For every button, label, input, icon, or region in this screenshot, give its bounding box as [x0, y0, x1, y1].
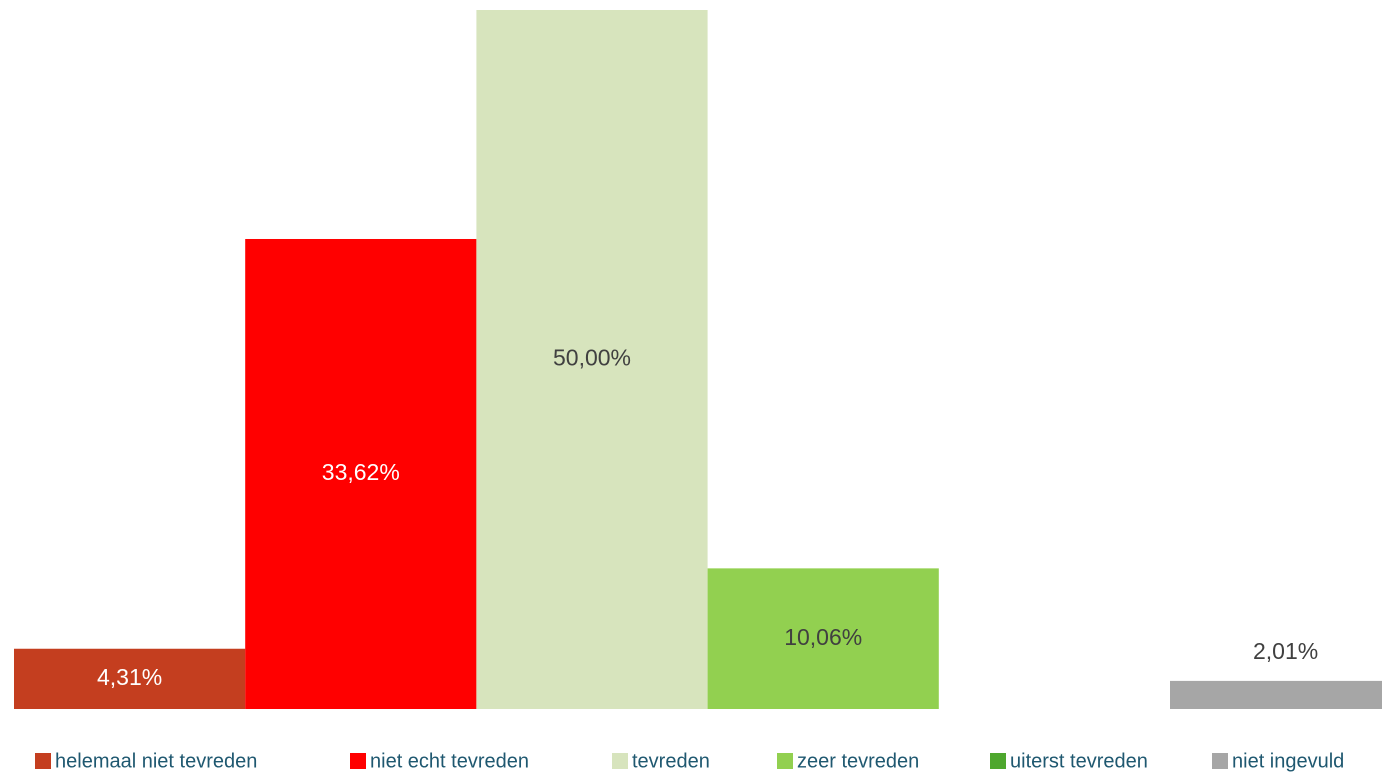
bar: [1170, 680, 1382, 709]
legend-swatch: [1212, 753, 1228, 769]
value-label: 50,00%: [553, 345, 631, 371]
legend-label: tevreden: [632, 750, 710, 772]
bar: [476, 10, 708, 709]
bar: [707, 568, 939, 709]
legend-label: niet ingevuld: [1232, 750, 1344, 772]
legend-label: niet echt tevreden: [370, 750, 529, 772]
legend-swatch: [612, 753, 628, 769]
legend-label: helemaal niet tevreden: [55, 750, 257, 772]
legend-swatch: [777, 753, 793, 769]
legend-label: zeer tevreden: [797, 750, 919, 772]
value-label: 4,31%: [97, 664, 162, 690]
bar: [245, 238, 477, 709]
bar: [14, 648, 246, 709]
legend-swatch: [35, 753, 51, 769]
legend-label: uiterst tevreden: [1010, 750, 1148, 772]
value-label: 2,01%: [1253, 638, 1318, 664]
value-label: 33,62%: [322, 459, 400, 485]
legend-swatch: [990, 753, 1006, 769]
legend-swatch: [350, 753, 366, 769]
value-label: 10,06%: [784, 624, 862, 650]
